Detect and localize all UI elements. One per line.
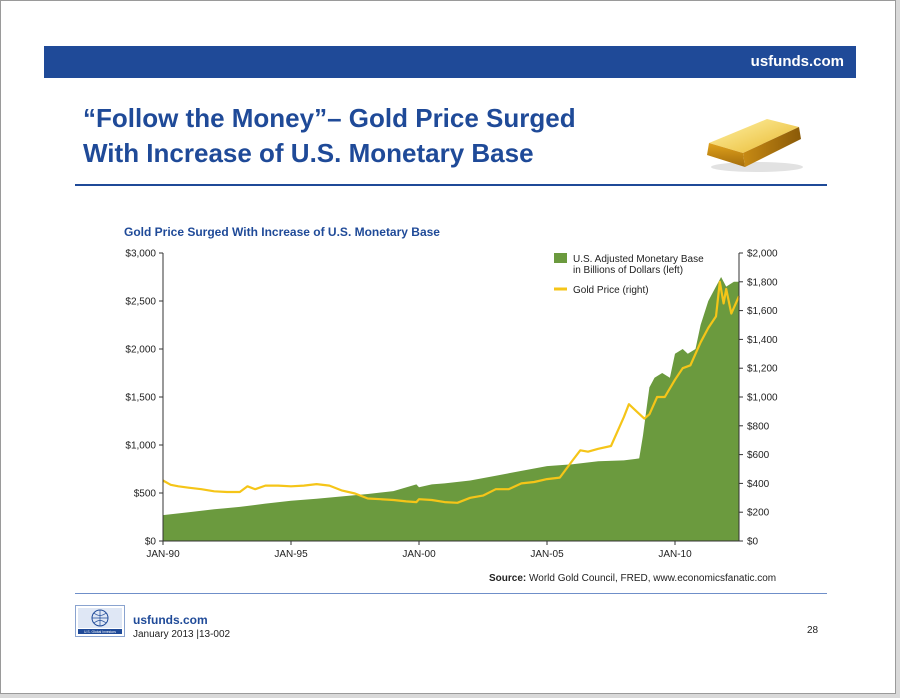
series-area-monetary-base bbox=[163, 277, 739, 541]
footer-site-name: usfunds.com bbox=[133, 613, 208, 627]
y-right-tick-label: $1,600 bbox=[747, 306, 778, 317]
header-site-name: usfunds.com bbox=[750, 53, 844, 70]
title-divider bbox=[75, 184, 827, 186]
x-tick-label: JAN-90 bbox=[146, 549, 180, 560]
footer-divider bbox=[75, 593, 827, 594]
y-left-tick-label: $0 bbox=[145, 537, 157, 548]
gold-bar-icon bbox=[707, 119, 803, 172]
legend-swatch-monetary-base bbox=[554, 253, 567, 263]
y-left-tick-label: $1,500 bbox=[125, 393, 156, 404]
y-right-tick-label: $200 bbox=[747, 508, 770, 519]
y-right-tick-label: $1,000 bbox=[747, 393, 778, 404]
x-tick-label: JAN-00 bbox=[402, 549, 436, 560]
x-tick-label: JAN-05 bbox=[530, 549, 564, 560]
x-tick-label: JAN-95 bbox=[274, 549, 308, 560]
y-right-tick-label: $400 bbox=[747, 479, 770, 490]
series-line-gold-price bbox=[162, 280, 741, 504]
header-bar: usfunds.com bbox=[44, 46, 856, 78]
y-left-tick-label: $1,000 bbox=[125, 441, 156, 452]
y-left-tick-label: $2,500 bbox=[125, 297, 156, 308]
y-right-tick-label: $1,400 bbox=[747, 335, 778, 346]
us-global-investors-logo: U.S. Global Investors bbox=[75, 605, 125, 637]
source-note: Source: World Gold Council, FRED, www.ec… bbox=[489, 573, 776, 584]
source-text: World Gold Council, FRED, www.economicsf… bbox=[526, 573, 777, 584]
legend-label-monetary-base: U.S. Adjusted Monetary Base bbox=[573, 254, 704, 265]
x-tick-label: JAN-10 bbox=[658, 549, 692, 560]
y-right-tick-label: $1,200 bbox=[747, 364, 778, 375]
chart-title: Gold Price Surged With Increase of U.S. … bbox=[124, 225, 440, 239]
y-right-tick-label: $800 bbox=[747, 421, 770, 432]
slide-title: “Follow the Money”– Gold Price Surged Wi… bbox=[83, 103, 576, 168]
logo-caption: U.S. Global Investors bbox=[84, 630, 116, 634]
legend-label-monetary-base: in Billions of Dollars (left) bbox=[573, 265, 683, 276]
source-label: Source: bbox=[489, 573, 527, 584]
y-right-tick-label: $0 bbox=[747, 537, 759, 548]
chart: $0 $500 $1,000 $1,500 $2,000 $2,500 $3,000 $0 $2… bbox=[125, 249, 778, 561]
footer-date-code: January 2013 |13-002 bbox=[133, 629, 231, 640]
y-right-tick-label: $2,000 bbox=[747, 249, 778, 260]
y-right-tick-label: $1,800 bbox=[747, 277, 778, 288]
page-number: 28 bbox=[807, 625, 819, 636]
y-left-tick-label: $3,000 bbox=[125, 249, 156, 260]
y-right-tick-label: $600 bbox=[747, 450, 770, 461]
y-left-tick-label: $2,000 bbox=[125, 345, 156, 356]
legend-label-gold-price: Gold Price (right) bbox=[573, 285, 649, 296]
y-left-tick-label: $500 bbox=[134, 489, 157, 500]
